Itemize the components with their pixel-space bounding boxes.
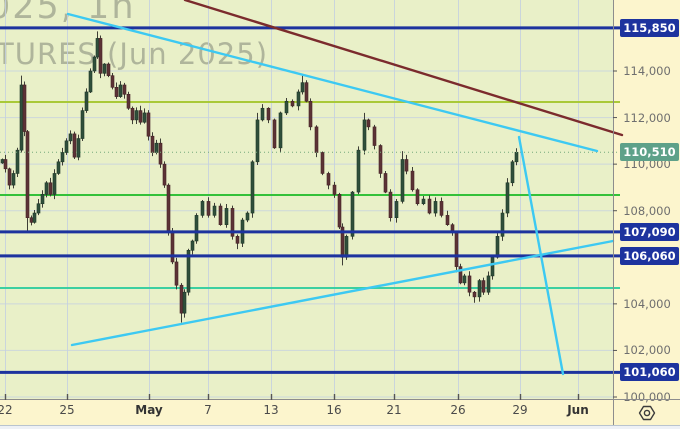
- price-level-badge[interactable]: 101,060: [620, 363, 679, 382]
- time-tick-label: 26: [450, 403, 466, 417]
- candlestick-series: [0, 31, 519, 323]
- time-tick-label: 16: [326, 403, 342, 417]
- trendlines-layer[interactable]: [66, 0, 624, 376]
- time-tick-label: 21: [386, 403, 402, 417]
- time-tick-label: 7: [204, 403, 212, 417]
- current-price-badge: 110,510: [620, 143, 679, 162]
- long-term-resistance-maroon[interactable]: [183, 0, 624, 137]
- axis-settings-button[interactable]: [614, 400, 680, 425]
- price-level-badge[interactable]: 106,060: [620, 246, 679, 265]
- price-level-badge[interactable]: 115,850: [620, 18, 679, 37]
- time-tick-label: 25: [59, 403, 75, 417]
- price-tick-label: 108,000: [623, 203, 671, 218]
- time-tick-label: 22: [0, 403, 13, 417]
- price-tick-label: 112,000: [623, 110, 671, 125]
- price-tick-label: 114,000: [623, 64, 671, 78]
- symbol-watermark-line1: 025, 1h: [0, 0, 136, 27]
- descending-resistance-cyan[interactable]: [66, 12, 599, 153]
- price-level-badge[interactable]: 107,090: [620, 222, 679, 241]
- window-bottom-edge: [0, 425, 680, 429]
- time-axis[interactable]: [0, 400, 680, 425]
- price-axis[interactable]: [614, 0, 680, 425]
- price-tick-label: 102,000: [623, 343, 671, 358]
- time-tick-label: May: [135, 403, 163, 417]
- time-tick-label: 13: [263, 403, 279, 417]
- price-tick-label: 100,000: [623, 390, 671, 404]
- axis-settings-icon: [638, 405, 656, 420]
- ascending-support-cyan[interactable]: [70, 239, 615, 347]
- key-levels-layer[interactable]: [0, 26, 620, 374]
- time-tick-label: 29: [512, 403, 528, 417]
- price-tick-label: 104,000: [623, 296, 671, 311]
- time-tick-label: Jun: [567, 403, 589, 417]
- grid-layer: [0, 0, 613, 399]
